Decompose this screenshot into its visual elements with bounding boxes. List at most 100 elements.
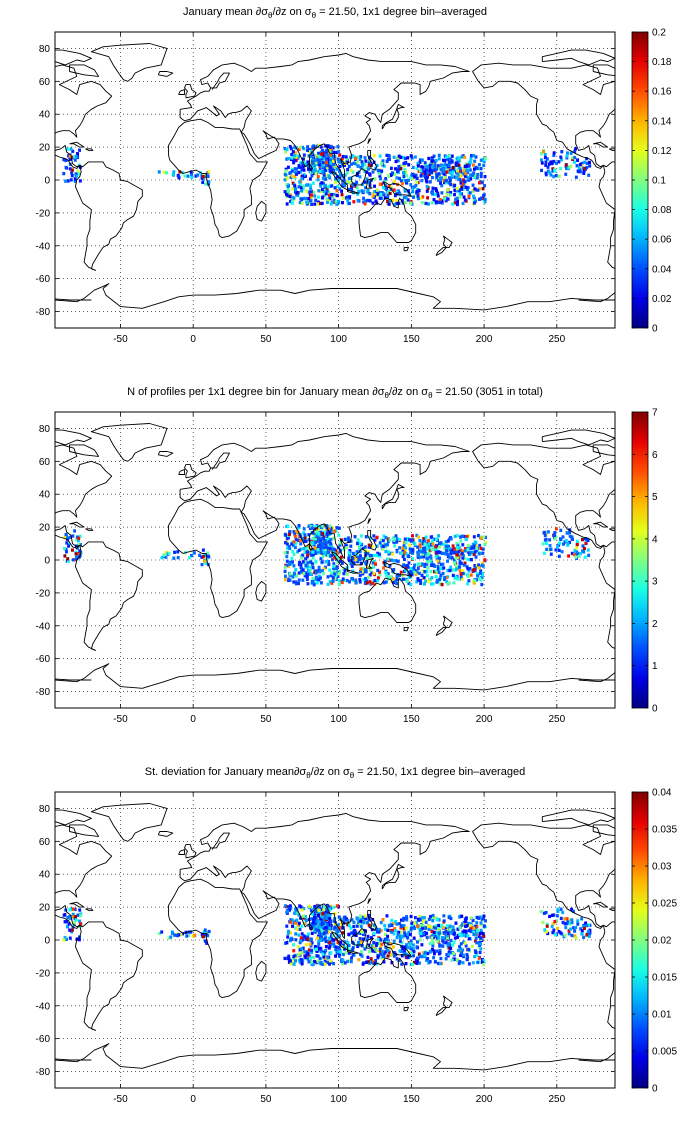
data-cell bbox=[382, 566, 385, 570]
data-cell bbox=[462, 184, 466, 188]
data-cell bbox=[306, 937, 310, 941]
data-cell bbox=[310, 202, 314, 206]
data-cell bbox=[415, 166, 419, 171]
data-cell bbox=[377, 552, 381, 556]
data-cell bbox=[359, 914, 362, 918]
data-cell bbox=[358, 577, 362, 582]
data-cell bbox=[551, 167, 555, 171]
data-cell bbox=[311, 962, 315, 967]
data-cell bbox=[464, 172, 468, 176]
data-cell bbox=[294, 909, 298, 913]
data-cell bbox=[310, 541, 314, 545]
data-cell bbox=[356, 538, 360, 542]
data-cell bbox=[469, 573, 473, 577]
data-cell bbox=[290, 542, 294, 546]
coastline bbox=[442, 995, 453, 1008]
data-cell bbox=[574, 925, 578, 930]
data-cell bbox=[380, 949, 384, 954]
data-cell bbox=[323, 919, 327, 924]
data-cell bbox=[326, 960, 330, 964]
data-cell bbox=[296, 923, 300, 927]
data-cell bbox=[325, 928, 329, 932]
data-cell bbox=[420, 573, 424, 578]
data-cell bbox=[478, 197, 481, 201]
data-cell bbox=[438, 556, 442, 560]
data-cell bbox=[445, 953, 449, 957]
data-cell bbox=[339, 940, 343, 944]
data-cell bbox=[167, 936, 171, 940]
data-cell bbox=[75, 174, 79, 178]
data-cell bbox=[444, 937, 448, 941]
data-cell bbox=[434, 926, 438, 930]
data-cell bbox=[291, 150, 295, 154]
data-cell bbox=[322, 181, 325, 186]
data-cell bbox=[335, 202, 339, 207]
data-cell bbox=[310, 941, 314, 945]
data-cell bbox=[472, 552, 476, 557]
data-cell bbox=[310, 553, 313, 557]
data-cell bbox=[456, 169, 459, 173]
data-cell bbox=[288, 144, 292, 149]
data-cell bbox=[442, 172, 446, 176]
data-cell bbox=[441, 562, 445, 566]
data-cell bbox=[373, 961, 377, 965]
data-cell bbox=[565, 154, 569, 158]
data-cell bbox=[482, 934, 486, 938]
data-cell bbox=[342, 915, 346, 920]
y-tick-label: 20 bbox=[39, 143, 51, 154]
data-cell bbox=[438, 943, 442, 947]
data-cell bbox=[430, 170, 433, 175]
data-cell bbox=[317, 565, 321, 569]
data-cell bbox=[411, 943, 415, 947]
data-cell bbox=[358, 157, 362, 162]
data-cell bbox=[314, 575, 318, 579]
data-cell bbox=[473, 187, 477, 191]
data-cell bbox=[386, 537, 390, 541]
data-cell bbox=[395, 577, 399, 582]
data-cell bbox=[477, 167, 481, 171]
data-cell bbox=[320, 201, 324, 206]
data-cell bbox=[575, 542, 579, 547]
coastline bbox=[541, 809, 615, 826]
data-cell bbox=[316, 913, 320, 917]
data-cell bbox=[68, 157, 72, 162]
data-cell bbox=[442, 566, 446, 570]
data-cell bbox=[203, 939, 207, 943]
data-cell bbox=[447, 163, 451, 167]
data-cell bbox=[580, 917, 584, 921]
colorbar-tick-label: 0.04 bbox=[652, 788, 672, 799]
data-cell bbox=[347, 943, 351, 948]
data-cell bbox=[298, 170, 302, 174]
data-cell bbox=[314, 913, 318, 917]
coastline bbox=[157, 831, 174, 837]
data-cell bbox=[317, 525, 321, 529]
data-cell bbox=[307, 201, 311, 206]
data-cell bbox=[575, 546, 579, 550]
data-cell bbox=[423, 582, 426, 586]
data-cell bbox=[466, 567, 470, 571]
data-cell bbox=[306, 561, 310, 565]
data-cell bbox=[363, 914, 367, 918]
data-cell bbox=[347, 164, 351, 169]
data-cell bbox=[479, 569, 483, 573]
data-cell bbox=[544, 910, 548, 915]
data-cell bbox=[383, 927, 387, 931]
data-cell bbox=[570, 551, 574, 556]
data-cell bbox=[356, 198, 360, 203]
data-cell bbox=[306, 148, 309, 153]
data-cell bbox=[399, 570, 403, 574]
data-cell bbox=[479, 174, 483, 179]
data-cell bbox=[469, 929, 473, 934]
data-cell bbox=[467, 569, 471, 573]
data-cell bbox=[564, 538, 568, 543]
data-cell bbox=[356, 944, 360, 949]
data-cell bbox=[358, 922, 362, 926]
data-cell bbox=[425, 931, 429, 936]
data-cell bbox=[431, 186, 435, 190]
data-cell bbox=[553, 920, 557, 924]
data-cell bbox=[189, 930, 193, 934]
data-cell bbox=[476, 960, 480, 965]
data-cell bbox=[445, 549, 449, 553]
data-cell bbox=[424, 172, 428, 176]
data-cell bbox=[386, 196, 390, 200]
